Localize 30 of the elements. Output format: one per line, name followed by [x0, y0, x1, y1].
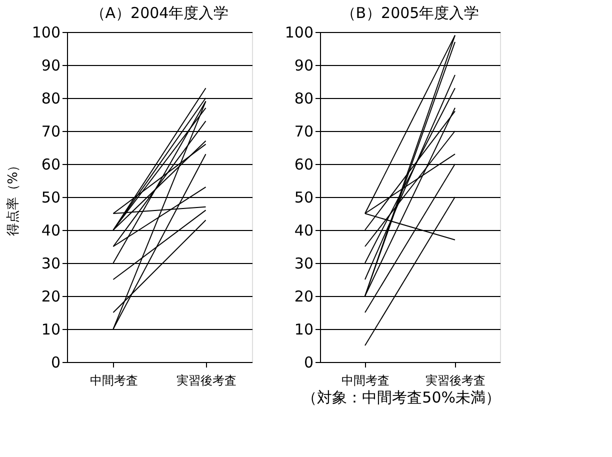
y-tick-label: 0 [50, 354, 60, 372]
y-tick-label: 20 [41, 288, 60, 306]
y-tick-label: 0 [304, 354, 314, 372]
y-tick-label: 60 [294, 156, 314, 174]
y-tick-label: 30 [41, 254, 60, 272]
y-tick-label: 20 [294, 288, 314, 306]
text: （対象：中間考査50%未満） [302, 388, 500, 406]
y-axis-title: 得点率（%） [4, 158, 21, 236]
y-tick-label: 10 [41, 320, 60, 338]
y-tick-label: 100 [32, 24, 60, 42]
y-tick-label: 90 [41, 56, 60, 74]
y-tick-label: 10 [294, 320, 314, 338]
x-tick-label: 実習後考査 [426, 374, 486, 388]
y-tick-label: 50 [294, 188, 314, 206]
x-tick-label: 中間考査 [90, 374, 138, 388]
y-tick-label: 70 [294, 122, 314, 140]
y-tick-label: 90 [294, 56, 314, 74]
y-tick-label: 80 [294, 90, 314, 108]
y-tick-label: 50 [41, 188, 60, 206]
y-tick-label: 100 [284, 24, 314, 42]
y-tick-label: 40 [41, 222, 60, 240]
y-tick-label: 70 [41, 122, 60, 140]
chart-title: （A）2004年度入学 [90, 4, 229, 22]
chart-title: （B）2005年度入学 [340, 4, 480, 22]
y-tick-label: 40 [294, 222, 314, 240]
x-tick-label: 中間考査 [342, 374, 390, 388]
x-tick-label: 実習後考査 [176, 374, 236, 388]
y-tick-label: 30 [294, 254, 314, 272]
y-tick-label: 60 [41, 156, 60, 174]
y-tick-label: 80 [41, 90, 60, 108]
